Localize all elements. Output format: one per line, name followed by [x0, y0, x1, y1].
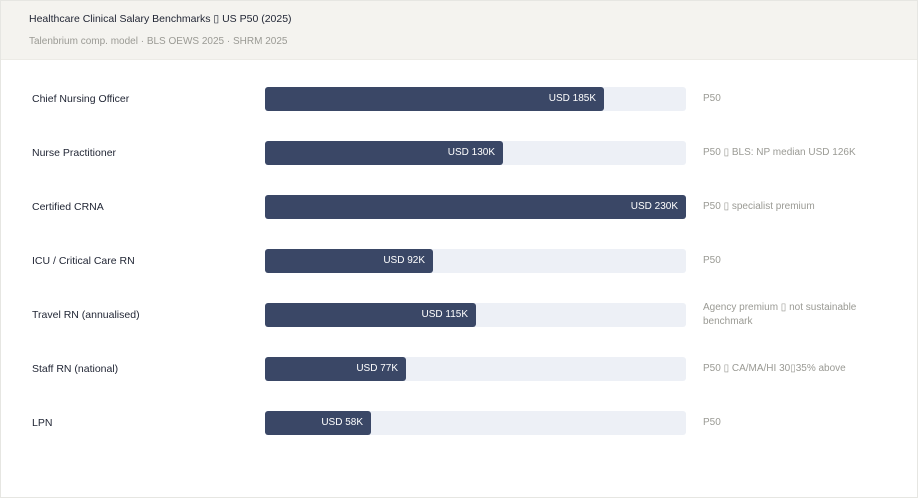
- category-label: Travel RN (annualised): [32, 309, 140, 321]
- bar-note: P50 ▯ CA/MA/HI 30▯35% above: [703, 363, 846, 374]
- category-label: ICU / Critical Care RN: [32, 255, 135, 267]
- bar: USD 230K: [265, 195, 686, 219]
- bar-row: Staff RN (national) USD 77K P50 ▯ CA/MA/HI…: [1, 356, 917, 382]
- bar-track: USD 230K: [265, 195, 686, 219]
- bar: USD 115K: [265, 303, 476, 327]
- category-label: Chief Nursing Officer: [32, 93, 130, 105]
- bar: USD 185K: [265, 87, 604, 111]
- category-label: Staff RN (national): [32, 363, 119, 375]
- bar-value-label: USD 185K: [548, 93, 596, 104]
- bar-note: P50: [703, 255, 721, 266]
- bar-track: USD 185K: [265, 87, 686, 111]
- bar-track: USD 130K: [265, 141, 686, 165]
- bar-track: USD 58K: [265, 411, 686, 435]
- bar-track: USD 115K: [265, 303, 686, 327]
- bar-row: Certified CRNA USD 230K P50 ▯ specialist p…: [1, 194, 917, 220]
- bar-track: USD 92K: [265, 249, 686, 273]
- bar-value-label: USD 115K: [421, 309, 468, 320]
- bar-row: Nurse Practitioner USD 130K P50 ▯ BLS: NP …: [1, 140, 917, 166]
- bar-row: ICU / Critical Care RN USD 92K P50: [1, 248, 917, 274]
- chart-title: Healthcare Clinical Salary Benchmarks ▯ …: [29, 13, 292, 25]
- chart-subtitle: Talenbrium comp. model · BLS OEWS 2025 ·…: [29, 36, 288, 47]
- bar-value-label: USD 230K: [630, 201, 678, 212]
- bar: USD 92K: [265, 249, 433, 273]
- bar-note: P50: [703, 417, 721, 428]
- category-label: LPN: [32, 417, 53, 429]
- bar: USD 130K: [265, 141, 503, 165]
- bar-note: P50 ▯ BLS: NP median USD 126K: [703, 147, 856, 158]
- bar-value-label: USD 92K: [383, 255, 425, 266]
- bar-note: P50 ▯ specialist premium: [703, 201, 815, 212]
- bar-row: Chief Nursing Officer USD 185K P50: [1, 86, 917, 112]
- bar-note: P50: [703, 93, 721, 104]
- category-label: Nurse Practitioner: [32, 147, 117, 159]
- bar-note: Agency premium ▯ not sustainable benchma…: [703, 302, 857, 327]
- bar: USD 58K: [265, 411, 371, 435]
- category-label: Certified CRNA: [32, 201, 104, 213]
- chart-header: Healthcare Clinical Salary Benchmarks ▯ …: [1, 1, 917, 60]
- bar-value-label: USD 130K: [447, 147, 495, 158]
- bar-row: Travel RN (annualised) USD 115K Agency pre…: [1, 302, 917, 328]
- bar: USD 77K: [265, 357, 406, 381]
- bar-track: USD 77K: [265, 357, 686, 381]
- bar-row: LPN USD 58K P50: [1, 410, 917, 436]
- bar-value-label: USD 77K: [356, 363, 398, 374]
- bar-value-label: USD 58K: [321, 417, 363, 428]
